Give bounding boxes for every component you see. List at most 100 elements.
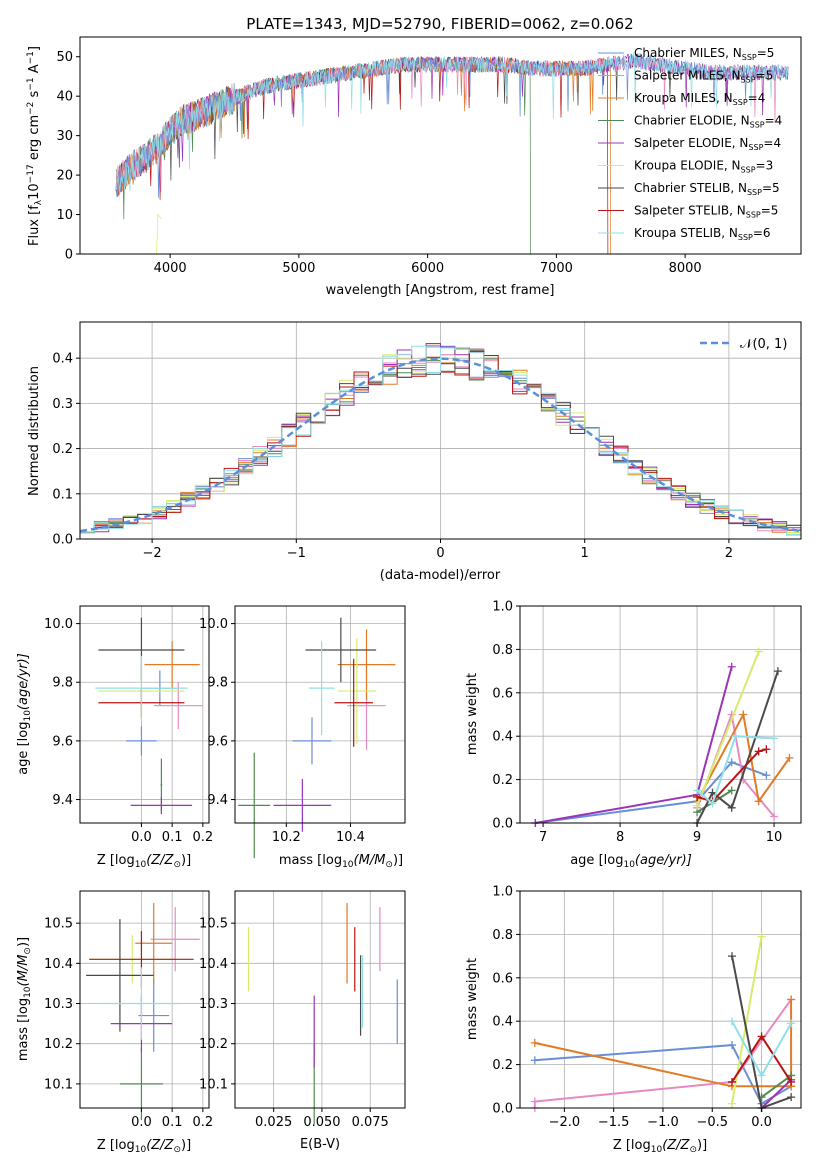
mass-weight-vs-Z-marker-chabrier-stelib [787, 1093, 796, 1102]
histogram-series-group [80, 343, 801, 536]
mass-weight-vs-age-marker-chabrier-miles [762, 771, 771, 780]
histogram-legend-label: 𝒩(0, 1) [740, 337, 787, 352]
mass-vs-ebv-ytick-label: 10.5 [199, 917, 228, 932]
spectrum-legend-label-kroupa-stelib: Kroupa STELIB, NSSP=6 [634, 226, 771, 242]
mass-vs-Z-ticks: 0.0 0.1 0.2 10.1 10.2 10.3 10.4 10.5 [44, 917, 213, 1130]
mass-weight-vs-age-marker-kroupa-stelib [708, 799, 717, 808]
mass-weight-vs-Z-marker-chabrier-stelib [727, 952, 736, 961]
mass-weight-vs-age-marker-kroupa-stelib [731, 732, 740, 741]
mass-weight-vs-age-xtick-label: 7 [539, 830, 547, 845]
mass-vs-Z-xtick-label: 0.0 [131, 1115, 152, 1130]
age-vs-Z-ticks: 0.0 0.1 0.2 9.4 9.6 9.8 10.0 [44, 617, 213, 845]
spectrum-xlabel: wavelength [Angstrom, rest frame] [326, 283, 555, 298]
mass-weight-vs-age-marker-chabrier-elodie [727, 786, 736, 795]
age-vs-Z-ytick-label: 10.0 [44, 617, 73, 632]
histogram-step-salpeter-elodie [80, 343, 801, 533]
mass-vs-Z-ytick-label: 10.4 [44, 957, 73, 972]
mass-weight-vs-Z-line-kroupa-elodie [731, 936, 763, 1104]
mass-vs-ebv-ytick-label: 10.4 [199, 957, 228, 972]
spectrum-xtick-label: 5000 [282, 261, 315, 276]
mass-weight-vs-Z-marker-kroupa-elodie [727, 1099, 736, 1108]
mass-weight-vs-Z-ytick-label: 0.2 [492, 1058, 513, 1073]
mass-weight-vs-age-line-chabrier-miles [535, 761, 767, 824]
spectrum-ylabel: Flux [fλ10−17 erg cm−2 s−1 A−1] [26, 46, 44, 246]
mass-weight-vs-Z-plot-frame [519, 890, 802, 1109]
age-vs-mass-grid [235, 606, 405, 823]
mass-vs-ebv-xtick-label: 0.025 [255, 1115, 292, 1130]
mass-weight-vs-age-marker-chabrier-stelib [727, 803, 736, 812]
histogram-ytick-label: 0.2 [52, 442, 73, 457]
histogram-legend: 𝒩(0, 1) [700, 337, 787, 352]
spectrum-xtick-label: 8000 [669, 261, 702, 276]
mass-weight-vs-age-line-salpeter-elodie [535, 666, 733, 824]
mass-weight-vs-age-marker-chabrier-miles [727, 758, 736, 767]
age-vs-Z-xtick-label: 0.0 [131, 830, 152, 845]
spectrum-xtick-label: 6000 [411, 261, 444, 276]
mass-vs-Z-ytick-label: 10.1 [44, 1077, 73, 1092]
panel-mass-weight-vs-age: 7 8 9 10 0.0 0.2 0.4 0.6 0.8 1.0 age [log10(age/y… [465, 600, 802, 870]
histogram-ytick-label: 0.0 [52, 533, 73, 548]
age-vs-Z-grid [80, 606, 209, 823]
spectrum-line-kroupa-elodie [156, 214, 162, 255]
histogram-ytick-label: 0.1 [52, 487, 73, 502]
spectrum-title: PLATE=1343, MJD=52790, FIBERID=0062, z=0… [246, 15, 633, 33]
mass-weight-vs-Z-ytick-label: 0.4 [492, 1015, 513, 1030]
histogram-ticks: −2 −1 0 1 2 0.0 0.1 0.2 0.3 0.4 [52, 352, 733, 561]
mass-weight-vs-Z-marker-kroupa-stelib [757, 1071, 766, 1080]
mass-weight-vs-age-xtick-label: 8 [616, 830, 624, 845]
mass-vs-Z-xlabel: Z [log10(Z/Z⊙)] [97, 1138, 191, 1155]
spectrum-legend-label-kroupa-elodie: Kroupa ELODIE, NSSP=3 [634, 159, 773, 175]
spectrum-ytick-label: 30 [56, 129, 73, 144]
mass-weight-vs-age-marker-kroupa-miles [754, 797, 763, 806]
mass-vs-Z-xtick-label: 0.1 [162, 1115, 183, 1130]
mass-weight-vs-Z-marker-salpeter-stelib [757, 1032, 766, 1041]
mass-vs-ebv-xtick-label: 0.075 [352, 1115, 389, 1130]
mass-weight-vs-age-ytick-label: 0.2 [492, 773, 513, 788]
mass-weight-vs-Z-marker-kroupa-miles [787, 995, 796, 1004]
spectrum-line-kroupa-miles [115, 56, 611, 254]
age-vs-mass-ytick-label: 10.0 [199, 617, 228, 632]
mass-weight-vs-Z-marker-kroupa-stelib [727, 1017, 736, 1026]
mass-weight-vs-Z-marker-kroupa-elodie [757, 932, 766, 941]
spectrum-xtick-label: 7000 [540, 261, 573, 276]
mass-vs-ebv-grid [235, 891, 405, 1108]
age-vs-mass-errorbars [238, 617, 396, 859]
age-vs-Z-errorbars [95, 617, 203, 815]
mass-vs-ebv-xtick-label: 0.050 [303, 1115, 340, 1130]
mass-vs-Z-errorbars [86, 903, 200, 1121]
mass-vs-ebv-ytick-label: 10.1 [199, 1077, 228, 1092]
histogram-ylabel: Normed distribution [27, 366, 42, 496]
mass-weight-vs-age-marker-salpeter-miles [770, 812, 779, 821]
mass-weight-vs-age-marker-salpeter-stelib [762, 745, 771, 754]
mass-weight-vs-Z-line-salpeter-elodie [760, 1079, 792, 1109]
mass-vs-ebv-plot-frame [234, 890, 406, 1109]
mass-weight-vs-age-marker-kroupa-stelib [770, 734, 779, 743]
mass-weight-vs-age-marker-salpeter-elodie [727, 662, 736, 671]
age-vs-mass-ticks: 10.2 10.4 9.4 9.6 9.8 10.0 [199, 617, 365, 845]
mass-weight-vs-age-marker-chabrier-stelib [773, 667, 782, 676]
age-vs-Z-ytick-label: 9.8 [52, 676, 73, 691]
mass-weight-vs-age-grid [520, 605, 801, 824]
mass-weight-vs-Z-xlabel: Z [log10(Z/Z⊙)] [613, 1138, 707, 1155]
mass-weight-vs-age-ylabel: mass weight [465, 673, 480, 755]
age-vs-Z-ylabel: age [log10(age/yr)] [16, 653, 33, 775]
spectrum-legend-label-salpeter-stelib: Salpeter STELIB, NSSP=5 [634, 204, 778, 220]
mass-weight-vs-age-marker-kroupa-miles [785, 753, 794, 762]
mass-weight-vs-age-line-salpeter-stelib [696, 748, 767, 803]
mass-weight-vs-Z-ticks: −2.0 −1.5 −1.0 −0.5 0.0 0.0 0.2 0.4 0.6 0.8 1.0 [492, 885, 772, 1131]
spectrum-series-group [115, 52, 789, 255]
mass-weight-vs-age-xlabel: age [log10(age/yr)] [570, 853, 692, 870]
age-vs-Z-ytick-label: 9.6 [52, 734, 73, 749]
mass-weight-vs-Z-marker-chabrier-miles [727, 1041, 736, 1050]
mass-vs-Z-plot-frame [79, 890, 210, 1109]
mass-weight-vs-Z-ylabel: mass weight [465, 958, 480, 1040]
histogram-ytick-label: 0.4 [52, 352, 73, 367]
mass-weight-vs-age-marker-chabrier-stelib [708, 788, 717, 797]
mass-vs-Z-ytick-label: 10.2 [44, 1037, 73, 1052]
mass-vs-ebv-ytick-label: 10.2 [199, 1037, 228, 1052]
age-vs-Z-ytick-label: 9.4 [52, 793, 73, 808]
spectrum-ticks: 4000 5000 6000 7000 8000 0 10 20 30 40 50 [56, 50, 701, 276]
mass-weight-vs-age-ytick-label: 0.6 [492, 686, 513, 701]
mass-weight-vs-Z-marker-salpeter-stelib [787, 1077, 796, 1086]
